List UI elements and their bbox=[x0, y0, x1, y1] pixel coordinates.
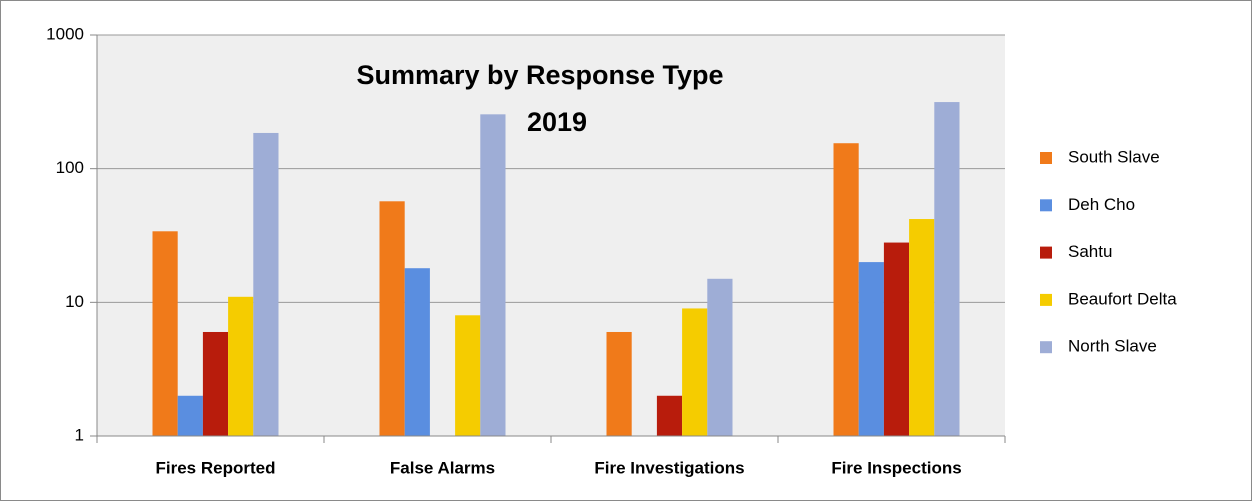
bar bbox=[606, 331, 632, 436]
chart-title: Summary by Response Type bbox=[356, 60, 723, 90]
bar bbox=[202, 331, 229, 436]
bar bbox=[379, 201, 405, 436]
bar bbox=[177, 395, 203, 436]
bar bbox=[833, 143, 859, 437]
bar bbox=[480, 114, 506, 436]
x-tick-label: Fire Inspections bbox=[831, 458, 961, 477]
y-tick-label: 10 bbox=[65, 292, 84, 311]
bar bbox=[253, 132, 279, 436]
legend-swatch bbox=[1040, 293, 1052, 306]
legend-swatch bbox=[1040, 246, 1052, 259]
bar bbox=[682, 308, 708, 436]
bar bbox=[858, 262, 884, 436]
x-tick-label: Fire Investigations bbox=[594, 458, 744, 477]
bar bbox=[909, 219, 935, 436]
legend-label: Sahtu bbox=[1068, 242, 1112, 261]
legend-label: Beaufort Delta bbox=[1068, 289, 1177, 308]
bar bbox=[883, 242, 910, 436]
bar bbox=[656, 395, 683, 436]
legend-label: South Slave bbox=[1068, 147, 1160, 166]
bar bbox=[404, 268, 430, 436]
bar bbox=[455, 315, 481, 436]
legend-label: North Slave bbox=[1068, 337, 1157, 356]
x-tick-label: False Alarms bbox=[390, 458, 495, 477]
bar bbox=[934, 102, 960, 437]
legend-swatch bbox=[1040, 341, 1052, 354]
y-tick-label: 1000 bbox=[46, 24, 84, 43]
legend-label: Deh Cho bbox=[1068, 195, 1135, 214]
y-tick-label: 100 bbox=[56, 158, 84, 177]
y-tick-label: 1 bbox=[75, 425, 84, 444]
bar bbox=[152, 231, 178, 436]
chart-subtitle: 2019 bbox=[527, 107, 587, 137]
legend-swatch bbox=[1040, 199, 1052, 212]
x-tick-label: Fires Reported bbox=[156, 458, 276, 477]
bar bbox=[707, 278, 733, 436]
legend-swatch bbox=[1040, 152, 1052, 164]
bar bbox=[228, 296, 254, 436]
